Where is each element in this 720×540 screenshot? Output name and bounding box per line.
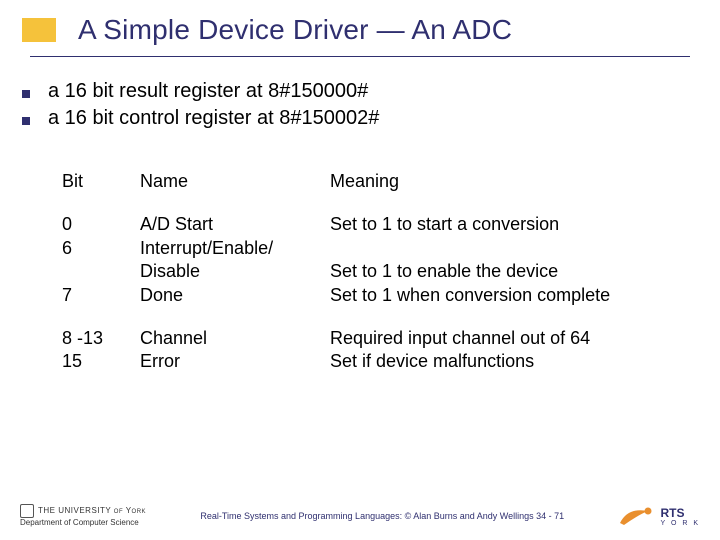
- bullet-text: a 16 bit control register at 8#150002#: [48, 107, 379, 130]
- swoosh-icon: [618, 505, 656, 527]
- cell-name: Channel Error: [140, 327, 330, 374]
- footer: THE UNIVERSITY of York Department of Com…: [0, 504, 720, 528]
- bullet-row: a 16 bit control register at 8#150002#: [22, 107, 682, 130]
- cell-meaning: Set to 1 to start a conversion Set to 1 …: [330, 213, 680, 307]
- cell-name: A/D Start Interrupt/Enable/ Disable Done: [140, 213, 330, 307]
- rts-label: RTS: [660, 506, 684, 520]
- title-underline: [30, 56, 690, 57]
- table-row: 8 -13 15 Channel Error Required input ch…: [62, 327, 682, 374]
- bullet-row: a 16 bit result register at 8#150000#: [22, 80, 682, 103]
- corner-accent: [22, 18, 56, 42]
- col-header-bit: Bit: [62, 170, 140, 193]
- university-logo: THE UNIVERSITY of York Department of Com…: [20, 504, 146, 528]
- uni-line2: Department of Computer Science: [20, 518, 146, 528]
- rts-text: RTS Y O R K: [660, 506, 700, 527]
- cell-bit: 8 -13 15: [62, 327, 140, 374]
- cell-meaning: Required input channel out of 64 Set if …: [330, 327, 680, 374]
- slide-title: A Simple Device Driver — An ADC: [78, 14, 512, 46]
- bullet-list: a 16 bit result register at 8#150000# a …: [22, 80, 682, 134]
- table-header-row: Bit Name Meaning: [62, 170, 682, 193]
- rts-logo: RTS Y O R K: [618, 505, 700, 527]
- crest-icon: [20, 504, 34, 518]
- col-header-name: Name: [140, 170, 330, 193]
- footer-credits: Real-Time Systems and Programming Langua…: [146, 511, 618, 521]
- rts-sub: Y O R K: [660, 520, 700, 527]
- cell-bit: 0 6 7: [62, 213, 140, 307]
- table-row: 0 6 7 A/D Start Interrupt/Enable/ Disabl…: [62, 213, 682, 307]
- bullet-icon: [22, 117, 30, 125]
- uni-line1: THE UNIVERSITY of York: [20, 504, 146, 518]
- bullet-text: a 16 bit result register at 8#150000#: [48, 80, 368, 103]
- register-table: Bit Name Meaning 0 6 7 A/D Start Interru…: [62, 170, 682, 394]
- title-wrap: A Simple Device Driver — An ADC: [78, 14, 512, 46]
- col-header-meaning: Meaning: [330, 170, 680, 193]
- bullet-icon: [22, 90, 30, 98]
